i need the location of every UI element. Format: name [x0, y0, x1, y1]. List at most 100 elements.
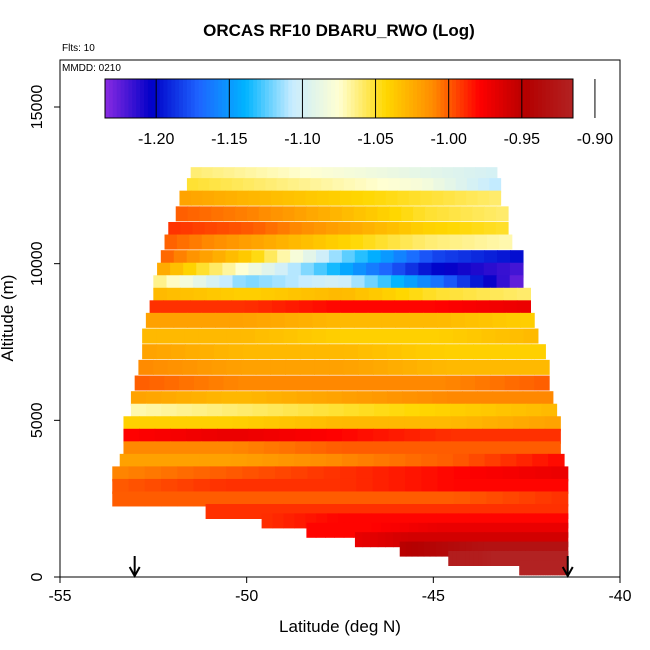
- heatmap-cell: [343, 178, 356, 194]
- colorbar-tick-label: -1.00: [430, 131, 467, 148]
- colorbar-segment: [319, 79, 324, 118]
- heatmap-cell: [405, 541, 413, 557]
- colorbar-segment: [128, 79, 133, 118]
- heatmap-cell: [300, 262, 315, 278]
- heatmap-cell: [242, 466, 260, 482]
- altitude-layer: [175, 206, 509, 222]
- heatmap-cell: [542, 550, 547, 566]
- heatmap-cell: [460, 375, 476, 391]
- heatmap-cell: [534, 375, 550, 391]
- heatmap-cell: [161, 478, 178, 494]
- colorbar-segment: [144, 79, 149, 118]
- colorbar-segment: [366, 79, 371, 118]
- heatmap-cell: [477, 391, 494, 407]
- heatmap-cell: [290, 250, 304, 266]
- heatmap-cell: [231, 503, 245, 519]
- heatmap-cell: [427, 522, 438, 538]
- heatmap-cell: [269, 328, 285, 344]
- heatmap-cell: [307, 466, 325, 482]
- heatmap-cell: [311, 328, 327, 344]
- heatmap-cell: [464, 312, 480, 328]
- heatmap-cell: [417, 359, 433, 375]
- heatmap-cell: [420, 167, 432, 183]
- heatmap-cell: [522, 532, 531, 548]
- colorbar-segment: [389, 79, 395, 118]
- heatmap-cell: [516, 344, 532, 360]
- heatmap-cell: [377, 206, 390, 222]
- colorbar-segment: [432, 79, 437, 118]
- heatmap-cell: [435, 300, 450, 316]
- flight-marker-arrow: [128, 556, 141, 579]
- heatmap-cell: [142, 328, 157, 344]
- heatmap-cell: [497, 428, 515, 444]
- heatmap-cell: [223, 375, 239, 391]
- colorbar-segment: [233, 79, 239, 118]
- heatmap-cell: [431, 167, 443, 183]
- heatmap-cell: [536, 560, 539, 576]
- heatmap-cell: [420, 190, 433, 206]
- heatmap-cell: [483, 522, 494, 538]
- heatmap-cell: [213, 190, 226, 206]
- heatmap-cell: [386, 375, 402, 391]
- heatmap-cell: [149, 300, 164, 316]
- heatmap-cell: [358, 403, 375, 419]
- flights-annotation: Flts: 10: [62, 43, 95, 54]
- altitude-layer: [123, 428, 561, 444]
- heatmap-cell: [229, 312, 244, 328]
- colorbar-segment: [315, 79, 320, 118]
- y-tick-label: 0: [29, 572, 46, 581]
- colorbar-segment: [140, 79, 145, 118]
- heatmap-cell: [461, 550, 466, 566]
- heatmap-cell: [405, 478, 422, 494]
- heatmap-cell: [423, 221, 436, 237]
- heatmap-cell: [234, 287, 249, 303]
- heatmap-cell: [300, 344, 316, 360]
- altitude-layer: [112, 491, 569, 507]
- heatmap-cell: [484, 250, 498, 266]
- heatmap-cell: [503, 550, 509, 566]
- heatmap-cell: [354, 532, 364, 548]
- heatmap-cell: [482, 441, 499, 457]
- heatmap-cell: [453, 328, 468, 344]
- heatmap-cell: [456, 275, 471, 291]
- heatmap-cell: [419, 403, 436, 419]
- heatmap-cell: [493, 522, 503, 538]
- colorbar-segment: [167, 79, 172, 118]
- heatmap-cell: [157, 262, 171, 278]
- heatmap-cell: [372, 466, 390, 482]
- heatmap-cell: [382, 328, 398, 344]
- heatmap-cell: [163, 300, 178, 316]
- heatmap-cell: [467, 328, 482, 344]
- colorbar-segment: [124, 79, 129, 118]
- heatmap-cell: [362, 221, 376, 237]
- colorbar-segment: [424, 79, 430, 118]
- heatmap-cell: [340, 491, 357, 507]
- heatmap-cell: [358, 344, 374, 360]
- heatmap-cell: [261, 262, 276, 278]
- heatmap-cell: [179, 375, 195, 391]
- heatmap-cell: [362, 190, 375, 206]
- heatmap-cell: [504, 375, 521, 391]
- colorbar-segment: [459, 79, 465, 118]
- plot-frame: [59, 59, 621, 578]
- heatmap-cell: [500, 453, 517, 469]
- colorbar-segment: [362, 79, 367, 118]
- colorbar-segment: [323, 79, 328, 118]
- heatmap-cell: [430, 532, 440, 548]
- heatmap-cell: [399, 541, 407, 557]
- heatmap-cell: [529, 550, 535, 566]
- heatmap-cell: [473, 344, 489, 360]
- heatmap-cell: [371, 375, 387, 391]
- heatmap-cell: [375, 234, 389, 250]
- heatmap-cell: [404, 416, 421, 432]
- heatmap-cell: [225, 250, 239, 266]
- heatmap-cell: [303, 250, 317, 266]
- heatmap-cell: [139, 441, 156, 457]
- heatmap-cell: [518, 466, 536, 482]
- heatmap-cell: [453, 491, 471, 507]
- heatmap-cell: [232, 428, 249, 444]
- heatmap-cell: [314, 344, 330, 360]
- heatmap-cell: [214, 453, 232, 469]
- heatmap-cell: [503, 300, 518, 316]
- heatmap-cell: [373, 428, 390, 444]
